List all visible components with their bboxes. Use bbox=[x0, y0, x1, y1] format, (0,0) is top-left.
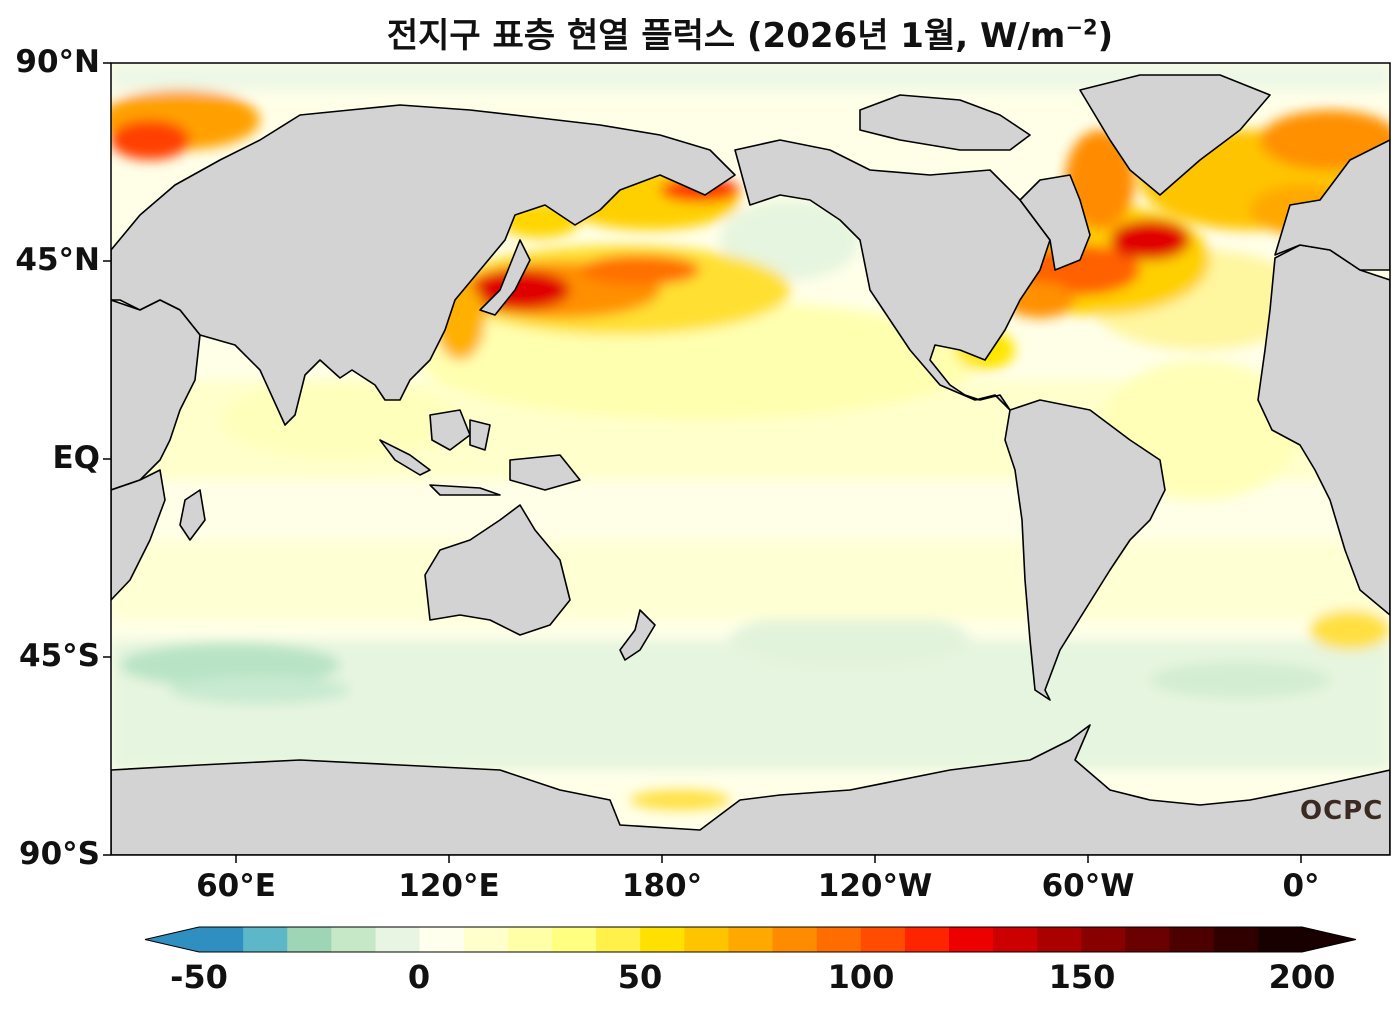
colorbar-segment bbox=[243, 927, 288, 952]
land-sulawesi bbox=[469, 419, 491, 451]
y-label-90n: 90°N bbox=[15, 44, 100, 80]
colorbar-segment bbox=[287, 927, 332, 952]
colorbar-label-100: 100 bbox=[827, 958, 895, 996]
colorbar-segment bbox=[904, 927, 950, 952]
x-label-60w: 60°W bbox=[1041, 868, 1135, 904]
colorbar-extend-high bbox=[1302, 927, 1356, 952]
colorbar-segment bbox=[463, 927, 509, 952]
land-java bbox=[429, 484, 501, 496]
colorbar-segment bbox=[993, 927, 1038, 952]
colorbar-segment bbox=[684, 927, 730, 952]
colorbar-segment bbox=[596, 927, 641, 952]
colorbar-segment bbox=[728, 927, 774, 952]
colorbar-segment bbox=[1169, 927, 1215, 952]
land-australia bbox=[424, 504, 571, 636]
land-new-guinea bbox=[509, 454, 581, 491]
title-close: ) bbox=[1097, 16, 1114, 56]
colorbar-segment bbox=[949, 927, 994, 952]
colorbar-label-0: 0 bbox=[407, 958, 431, 996]
colorbar-segment bbox=[199, 927, 244, 952]
land-canada-east bbox=[1019, 174, 1091, 271]
land-europe bbox=[1274, 139, 1390, 271]
land-antarctica bbox=[111, 724, 1390, 855]
colorbar-label-50: 50 bbox=[617, 958, 663, 996]
colorbar-extend-low bbox=[145, 927, 199, 952]
y-label-eq: EQ bbox=[52, 440, 100, 476]
colorbar-segment bbox=[375, 927, 421, 952]
colorbar-segment bbox=[1257, 927, 1303, 952]
y-label-45s: 45°S bbox=[19, 638, 100, 674]
colorbar-segment bbox=[507, 927, 553, 952]
land-north-america bbox=[734, 139, 1051, 411]
colorbar-label-150: 150 bbox=[1048, 958, 1116, 996]
land-japan bbox=[479, 239, 531, 316]
land-new-zealand bbox=[619, 609, 656, 661]
y-label-90s: 90°S bbox=[19, 836, 100, 872]
colorbar-segment bbox=[551, 927, 597, 952]
colorbar-segment bbox=[1037, 927, 1082, 952]
land-sumatra bbox=[379, 439, 431, 476]
axis-ticks bbox=[103, 62, 1302, 863]
colorbar-outline bbox=[144, 926, 1357, 953]
ocpc-logo: OCPC bbox=[1300, 796, 1384, 826]
colorbar-label-200: 200 bbox=[1268, 958, 1336, 996]
colorbar-label-neg50: -50 bbox=[170, 958, 228, 996]
colorbar-segment bbox=[1081, 927, 1127, 952]
colorbar-segment bbox=[1125, 927, 1171, 952]
colorbar-segment bbox=[1213, 927, 1259, 952]
title-superscript: −2 bbox=[1065, 15, 1098, 40]
colorbar-segment bbox=[860, 927, 906, 952]
land-eurasia bbox=[111, 104, 736, 426]
land-south-america bbox=[1004, 399, 1166, 701]
y-label-45n: 45°N bbox=[15, 242, 100, 278]
colorbar-segment bbox=[640, 927, 685, 952]
colorbar-segment bbox=[772, 927, 818, 952]
title-text: 전지구 표층 현열 플럭스 (2026년 1월, W/m bbox=[386, 16, 1066, 56]
x-label-120w: 120°W bbox=[817, 868, 933, 904]
land-arctic-archipelago bbox=[859, 94, 1031, 151]
land-madagascar bbox=[179, 489, 206, 541]
colorbar-segment bbox=[816, 927, 862, 952]
land-greenland bbox=[1079, 74, 1271, 196]
x-label-180: 180° bbox=[621, 868, 703, 904]
colorbar-segment bbox=[419, 927, 465, 952]
colorbar bbox=[144, 926, 1357, 953]
flux-field bbox=[111, 63, 1390, 810]
x-label-120e: 120°E bbox=[398, 868, 500, 904]
map-plot-area bbox=[111, 63, 1390, 855]
land-africa-west-edge bbox=[111, 469, 166, 601]
x-label-0: 0° bbox=[1282, 868, 1320, 904]
land-masses bbox=[111, 74, 1390, 855]
land-borneo bbox=[429, 409, 471, 451]
colorbar-segment bbox=[331, 927, 377, 952]
x-label-60e: 60°E bbox=[196, 868, 276, 904]
map-title: 전지구 표층 현열 플럭스 (2026년 1월, W/m−2) bbox=[110, 8, 1390, 57]
